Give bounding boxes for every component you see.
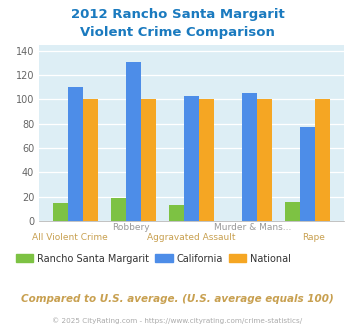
Text: Murder & Mans...: Murder & Mans... (214, 223, 291, 232)
Text: Compared to U.S. average. (U.S. average equals 100): Compared to U.S. average. (U.S. average … (21, 294, 334, 304)
Text: Robbery: Robbery (112, 223, 149, 232)
Bar (300, 127, 315, 221)
Bar (199, 99, 214, 221)
Bar (53, 203, 68, 221)
Bar (285, 202, 300, 221)
Text: All Violent Crime: All Violent Crime (32, 233, 108, 242)
Bar (257, 99, 272, 221)
Bar (141, 99, 156, 221)
Legend: Rancho Santa Margarit, California, National: Rancho Santa Margarit, California, Natio… (12, 249, 295, 267)
Bar (111, 198, 126, 221)
Text: Aggravated Assault: Aggravated Assault (147, 233, 236, 242)
Text: Violent Crime Comparison: Violent Crime Comparison (80, 26, 275, 39)
Bar (68, 87, 83, 221)
Bar (184, 96, 199, 221)
Text: © 2025 CityRating.com - https://www.cityrating.com/crime-statistics/: © 2025 CityRating.com - https://www.city… (53, 317, 302, 324)
Bar (315, 99, 331, 221)
Bar (242, 93, 257, 221)
Bar (83, 99, 98, 221)
Text: 2012 Rancho Santa Margarit: 2012 Rancho Santa Margarit (71, 8, 284, 21)
Bar (169, 205, 184, 221)
Bar (126, 62, 141, 221)
Text: Rape: Rape (302, 233, 325, 242)
